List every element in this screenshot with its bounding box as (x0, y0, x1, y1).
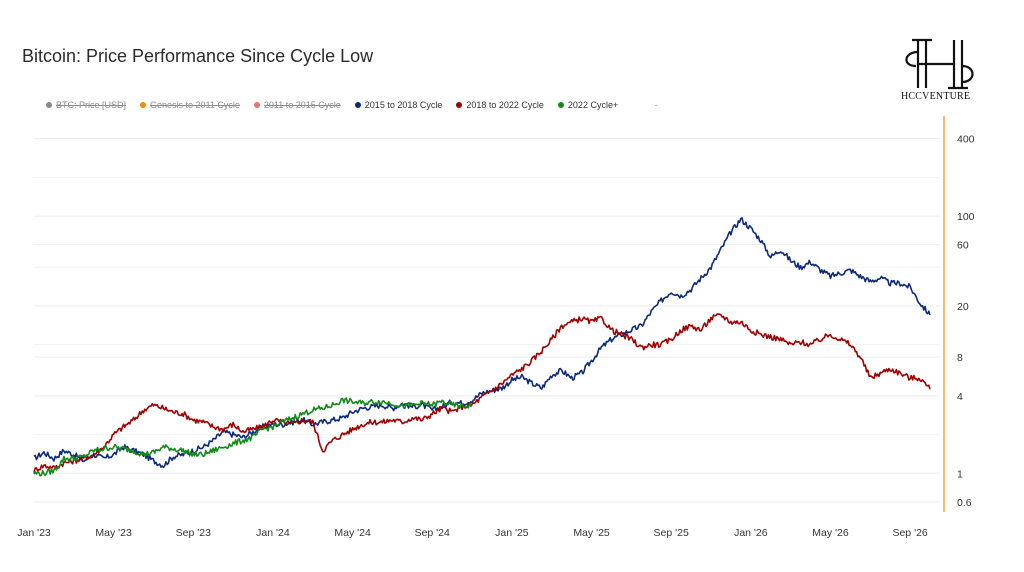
chart-series (33, 217, 931, 477)
y-tick-label: 100 (957, 211, 975, 223)
legend-item-genesis-cycle[interactable]: Genesis to 2011 Cycle (140, 100, 240, 110)
y-tick-label: 60 (957, 240, 969, 252)
legend-dot (557, 102, 564, 108)
series-line-2022-cycle- (33, 397, 473, 477)
hcc-logo-icon (905, 38, 974, 90)
legend-dot (354, 102, 361, 108)
legend-item-2018-2022-cycle[interactable]: 2018 to 2022 Cycle (456, 100, 544, 110)
legend-item-btc-price[interactable]: BTC: Price [USD] (46, 100, 126, 110)
x-tick-label: May '25 (573, 527, 610, 539)
legend-dot (253, 102, 260, 108)
y-tick-label: 4 (957, 391, 963, 403)
legend-item-2011-2015-cycle[interactable]: 2011 to 2015 Cycle (253, 100, 341, 110)
legend-more: - (654, 100, 658, 110)
y-tick-label: 0.6 (957, 497, 972, 509)
x-tick-label: May '26 (812, 527, 849, 539)
x-tick-label: Jan '26 (734, 527, 768, 539)
legend-label: 2011 to 2015 Cycle (263, 100, 341, 110)
legend-label: 2018 to 2022 Cycle (466, 100, 544, 110)
logo-text: HCCVENTURE (901, 91, 971, 102)
legend-label: Genesis to 2011 Cycle (150, 100, 240, 110)
legend-dot (140, 102, 147, 108)
x-tick-label: Jan '23 (17, 527, 51, 539)
legend-label: 2015 to 2018 Cycle (364, 100, 443, 110)
chart-grid (34, 138, 940, 503)
y-tick-label: 400 (957, 134, 975, 146)
legend-label: 2022 Cycle+ (567, 100, 619, 110)
x-tick-label: Sep '26 (892, 527, 927, 539)
legend-item-2015-2018-cycle[interactable]: 2015 to 2018 Cycle (354, 100, 443, 110)
y-tick-label: 1 (957, 468, 963, 480)
legend-dot (456, 102, 463, 108)
y-tick-label: 8 (957, 352, 963, 364)
x-tick-label: Sep '24 (415, 527, 450, 539)
x-tick-label: Sep '25 (654, 527, 689, 539)
y-axis-ticks: 0.6 1 4 8 20 60 100 400 (957, 134, 975, 509)
chart-title: Bitcoin: Price Performance Since Cycle L… (22, 46, 374, 66)
x-tick-label: Sep '23 (176, 527, 211, 539)
legend-label: BTC: Price [USD] (56, 100, 127, 110)
y-tick-label: 20 (957, 301, 969, 313)
legend-item-2022-cycle[interactable]: 2022 Cycle+ (557, 100, 619, 110)
x-tick-label: Jan '25 (495, 527, 529, 539)
chart-legend: BTC: Price [USD] Genesis to 2011 Cycle 2… (46, 100, 657, 110)
x-axis-ticks: Jan '23 May '23 Sep '23 Jan '24 May '24 Sep '… (17, 527, 928, 539)
x-tick-label: May '24 (334, 527, 371, 539)
x-tick-label: Jan '24 (256, 527, 290, 539)
legend-dot (46, 102, 52, 108)
series-line-2018-to-2022-cycle (33, 313, 931, 473)
x-tick-label: May '23 (95, 527, 132, 539)
series-line-2015-to-2018-cycle (33, 217, 931, 469)
